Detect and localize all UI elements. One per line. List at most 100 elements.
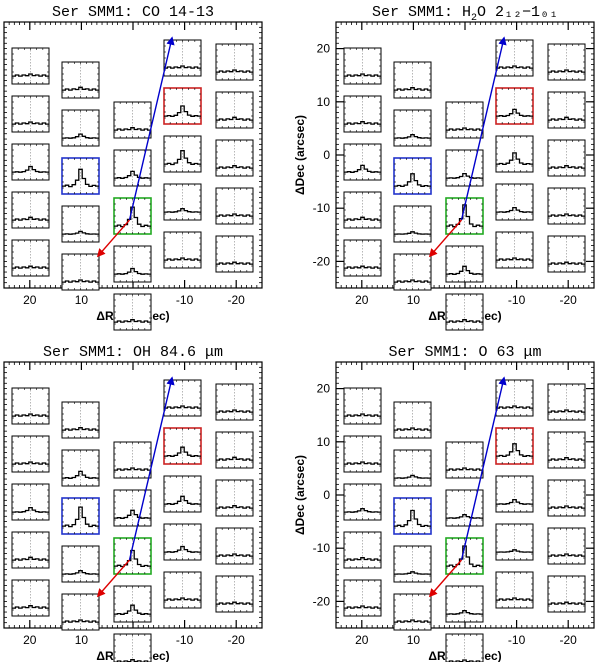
y-tick-label: -10 — [313, 201, 331, 215]
y-tick-label: -10 — [313, 541, 331, 555]
spaxel-spectrum — [114, 604, 151, 615]
spaxel — [61, 157, 100, 195]
spaxel-spectrum — [394, 279, 431, 283]
panel-title-main: Ser SMM1: H — [372, 4, 471, 21]
spaxel — [113, 537, 152, 575]
panel-title-main: Ser SMM1: O 63 μm — [388, 344, 541, 361]
spaxel-spectrum — [216, 505, 253, 509]
spaxel-spectrum — [344, 73, 381, 77]
spaxel — [343, 191, 382, 229]
spaxel-spectrum — [548, 457, 585, 461]
spaxel — [215, 43, 254, 81]
spaxel — [61, 205, 100, 243]
spaxel — [113, 245, 152, 283]
spaxel-spectrum — [164, 495, 201, 505]
spaxel-spectrum — [344, 121, 381, 125]
spaxel — [11, 47, 50, 85]
spaxel — [113, 197, 152, 235]
spaxel-spectrum — [216, 261, 253, 265]
spaxel — [163, 427, 202, 465]
spaxel — [11, 435, 50, 473]
spaxel-spectrum — [12, 165, 49, 173]
spaxel-spectrum — [394, 173, 431, 188]
spaxel — [11, 531, 50, 569]
spaxel-spectrum — [114, 127, 151, 131]
y-tick-label: -20 — [313, 254, 331, 268]
spaxel — [215, 187, 254, 225]
spaxel-spectrum — [164, 105, 201, 118]
spaxel — [11, 191, 50, 229]
spaxel-spectrum — [548, 261, 585, 265]
spaxel — [495, 379, 534, 417]
spaxel — [163, 571, 202, 609]
spaxel — [495, 523, 534, 561]
spaxel-spectrum — [496, 65, 533, 69]
spaxel — [113, 293, 152, 331]
spaxel — [495, 475, 534, 513]
x-tick-label: 10 — [75, 633, 89, 647]
spaxel-spectrum — [446, 610, 483, 615]
spaxel-spectrum — [344, 557, 381, 561]
spaxel — [547, 43, 586, 81]
spaxel — [547, 139, 586, 177]
x-tick-label: -10 — [176, 293, 194, 307]
spaxel — [445, 101, 484, 139]
spaxel — [495, 231, 534, 269]
spaxel — [393, 593, 432, 631]
x-tick-label: -20 — [228, 633, 246, 647]
spaxel-spectrum — [216, 553, 253, 557]
spaxel-spectrum — [496, 108, 533, 117]
y-tick-label: 10 — [317, 435, 331, 449]
spaxel-spectrum — [548, 505, 585, 509]
spaxel-spectrum — [344, 605, 381, 609]
spaxel-spectrum — [114, 509, 151, 519]
spaxel — [445, 489, 484, 527]
spaxel — [393, 205, 432, 243]
spaxel — [11, 239, 50, 277]
spaxel-spectrum — [12, 73, 49, 77]
spaxel-spectrum — [394, 509, 431, 528]
spaxel-spectrum — [164, 257, 201, 261]
x-tick-label: -20 — [560, 293, 578, 307]
x-tick-label: 10 — [407, 633, 421, 647]
x-tick-label: 20 — [23, 633, 37, 647]
spaxel — [393, 449, 432, 487]
spaxel-spectrum — [12, 506, 49, 513]
spaxel — [215, 139, 254, 177]
spaxel-spectrum — [164, 545, 201, 553]
y-axis-label: ΔDec (arcsec) — [293, 455, 307, 535]
spaxel-spectrum — [12, 265, 49, 269]
spaxel-spectrum — [164, 208, 201, 213]
spaxel-spectrum — [62, 230, 99, 235]
spaxel — [215, 235, 254, 273]
panel-title-main: Ser SMM1: CO 14-13 — [52, 4, 214, 21]
spaxel — [547, 91, 586, 129]
spaxel-spectrum — [496, 549, 533, 553]
spaxel — [163, 39, 202, 77]
spaxel-spectrum — [62, 168, 99, 188]
spaxel — [163, 87, 202, 125]
spaxel — [547, 383, 586, 421]
spaxel — [11, 579, 50, 617]
spaxel — [343, 239, 382, 277]
spaxel-spectrum — [496, 257, 533, 261]
spaxel — [495, 39, 534, 77]
spaxel — [215, 479, 254, 517]
spaxel — [11, 387, 50, 425]
spaxel — [61, 401, 100, 439]
spaxel — [445, 149, 484, 187]
x-tick-label: 10 — [75, 293, 89, 307]
spaxel-spectrum — [62, 570, 99, 575]
spaxel-spectrum — [62, 619, 99, 623]
spaxel — [547, 479, 586, 517]
spaxel-spectrum — [394, 87, 431, 91]
spaxel — [445, 537, 484, 575]
spaxel-spectrum — [216, 213, 253, 217]
spaxel — [163, 183, 202, 221]
spaxel — [11, 483, 50, 521]
blue-outflow-arrow — [128, 376, 175, 561]
spaxel — [393, 401, 432, 439]
y-axis-label: ΔDec (arcsec) — [293, 115, 307, 195]
